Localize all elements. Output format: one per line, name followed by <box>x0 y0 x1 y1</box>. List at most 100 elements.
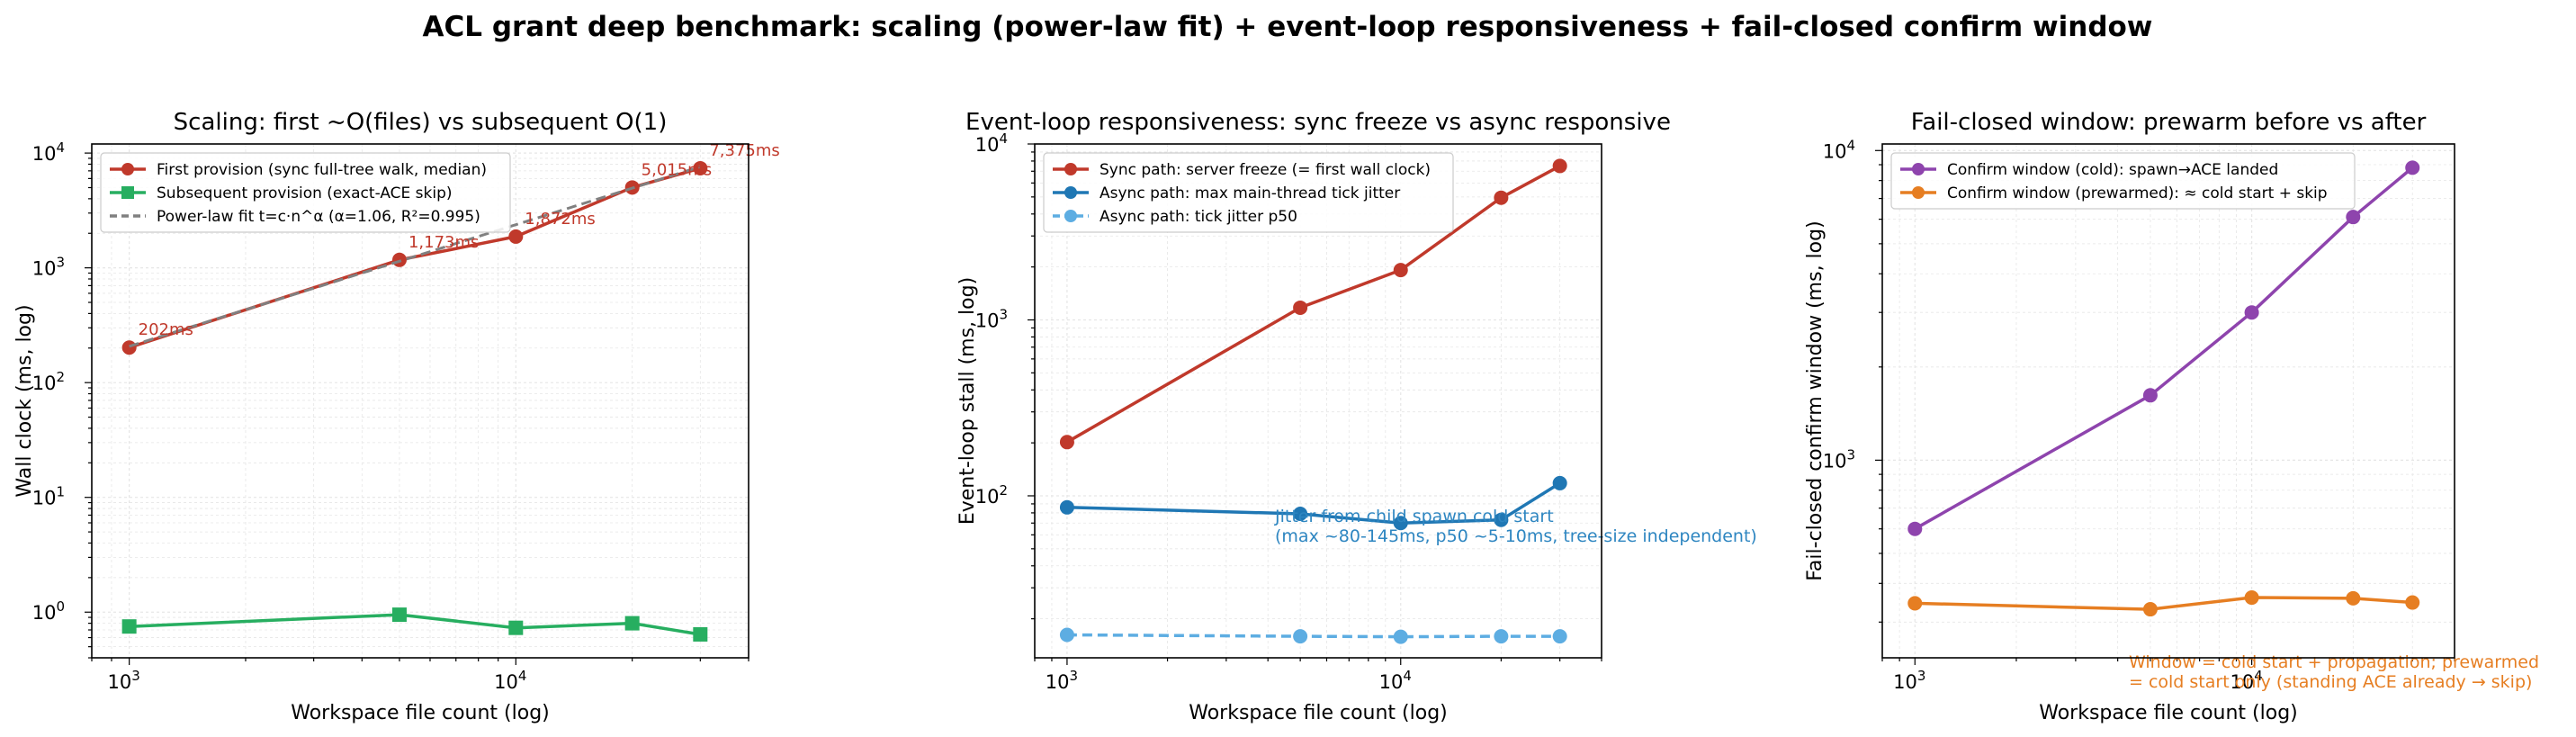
legend-label: Confirm window (cold): spawn→ACE landed <box>1947 161 2278 179</box>
y-axis-label: Wall clock (ms, log) <box>13 304 36 497</box>
legend-label: Async path: max main-thread tick jitter <box>1100 184 1400 202</box>
x-tick-base: 10 <box>494 671 518 693</box>
data-point <box>1907 596 1923 611</box>
data-label: 1,872ms <box>525 210 595 229</box>
legend-label: Sync path: server freeze (= first wall c… <box>1100 161 1431 179</box>
legend-marker <box>1912 163 1925 175</box>
data-label: 202ms <box>139 320 193 339</box>
data-label: 5,015ms <box>642 160 712 179</box>
y-tick-label: 100 <box>32 598 65 624</box>
data-point <box>2142 602 2158 617</box>
annotation-text: Jitter from child spawn cold start <box>1274 507 1554 526</box>
data-point <box>624 616 640 631</box>
panel-title: Scaling: first ~O(files) vs subsequent O… <box>174 109 668 136</box>
data-point <box>1494 190 1509 205</box>
legend-label: Subsequent provision (exact-ACE skip) <box>157 184 453 202</box>
data-label: 7,375ms <box>709 141 779 160</box>
data-point <box>1393 516 1408 531</box>
y-tick-exp: 2 <box>56 369 65 385</box>
y-tick-base: 10 <box>32 143 57 165</box>
x-tick-base: 10 <box>1046 671 1070 693</box>
x-tick-exp: 3 <box>1070 668 1079 684</box>
data-point <box>1393 629 1408 644</box>
y-tick-base: 10 <box>975 486 1000 508</box>
legend-marker <box>1064 210 1077 222</box>
y-tick-base: 10 <box>1823 450 1847 472</box>
x-tick-label: 104 <box>494 668 526 693</box>
y-tick-exp: 0 <box>56 598 65 615</box>
y-tick-exp: 3 <box>1846 446 1855 463</box>
data-point <box>2346 210 2361 225</box>
chart-panels: 103 104100101102103104202ms1,173ms1,872ms… <box>13 109 2539 724</box>
legend: First provision (sync full-tree walk, me… <box>100 152 511 233</box>
legend-box <box>100 152 511 233</box>
data-label: 1,173ms <box>408 233 479 252</box>
series-line <box>1066 633 1560 639</box>
series-line <box>129 165 701 348</box>
y-tick-exp: 4 <box>1846 137 1855 153</box>
series-1 <box>1059 158 1567 450</box>
plot-frame <box>1034 143 1602 659</box>
x-tick-base: 10 <box>107 671 131 693</box>
annotation-text: = cold start only (standing ACE already … <box>2129 672 2532 692</box>
data-point <box>1494 629 1509 644</box>
data-point <box>2142 388 2158 403</box>
legend-label: First provision (sync full-tree walk, me… <box>157 161 487 179</box>
data-point <box>2244 590 2259 606</box>
y-tick-label: 103 <box>1823 446 1855 472</box>
y-tick-exp: 2 <box>999 482 1008 499</box>
plot-frame <box>91 143 749 659</box>
data-point <box>1393 263 1408 278</box>
data-point <box>1907 521 1923 536</box>
y-tick-label: 103 <box>975 306 1008 331</box>
x-tick-label: 103 <box>107 668 139 693</box>
y-tick-exp: 1 <box>56 484 65 500</box>
y-tick-exp: 3 <box>999 306 1008 322</box>
series-1 <box>1907 160 2420 536</box>
x-tick-exp: 4 <box>1403 668 1412 684</box>
x-tick-exp: 4 <box>518 668 527 684</box>
series-2 <box>121 607 708 642</box>
data-point <box>1293 629 1308 644</box>
panel-title: Fail-closed window: prewarm before vs af… <box>1911 109 2427 136</box>
data-point <box>1059 627 1074 643</box>
chart-panel-1: 103 104100101102103104202ms1,173ms1,872ms… <box>13 109 780 724</box>
y-tick-base: 10 <box>32 488 57 509</box>
data-point <box>1552 629 1567 644</box>
y-tick-label: 103 <box>32 255 65 280</box>
data-point <box>1059 499 1074 515</box>
series-line <box>129 613 701 636</box>
y-tick-base: 10 <box>32 602 57 624</box>
y-tick-exp: 4 <box>999 130 1008 147</box>
y-tick-label: 104 <box>975 130 1008 156</box>
data-point <box>391 607 407 623</box>
y-tick-label: 104 <box>32 139 65 165</box>
data-point <box>2244 305 2259 320</box>
legend-marker <box>1064 186 1077 199</box>
series-2 <box>1059 475 1567 531</box>
series-3 <box>1059 627 1567 644</box>
grid <box>1875 144 2455 665</box>
data-point <box>1059 435 1074 450</box>
y-tick-label: 101 <box>32 484 65 509</box>
data-point <box>693 160 708 175</box>
x-tick-base: 10 <box>1893 671 1917 693</box>
annotation-text: (max ~80-145ms, p50 ~5-10ms, tree-size i… <box>1275 526 1757 546</box>
y-tick-label: 102 <box>975 482 1008 508</box>
figure-title: ACL grant deep benchmark: scaling (power… <box>423 11 2153 43</box>
y-tick-base: 10 <box>32 258 57 280</box>
x-tick-base: 10 <box>2230 671 2254 693</box>
legend-box <box>1043 152 1454 233</box>
y-tick-label: 102 <box>32 369 65 394</box>
x-tick-exp: 3 <box>131 668 140 684</box>
y-tick-exp: 4 <box>56 139 65 156</box>
legend-marker <box>121 163 134 175</box>
legend-box <box>1890 152 2356 210</box>
y-axis-label: Event-loop stall (ms, log) <box>956 277 979 525</box>
x-tick-exp: 3 <box>1917 668 1926 684</box>
data-point <box>2346 590 2361 606</box>
x-tick-label: 103 <box>1893 668 1925 693</box>
x-axis-label: Workspace file count (log) <box>1189 702 1448 724</box>
